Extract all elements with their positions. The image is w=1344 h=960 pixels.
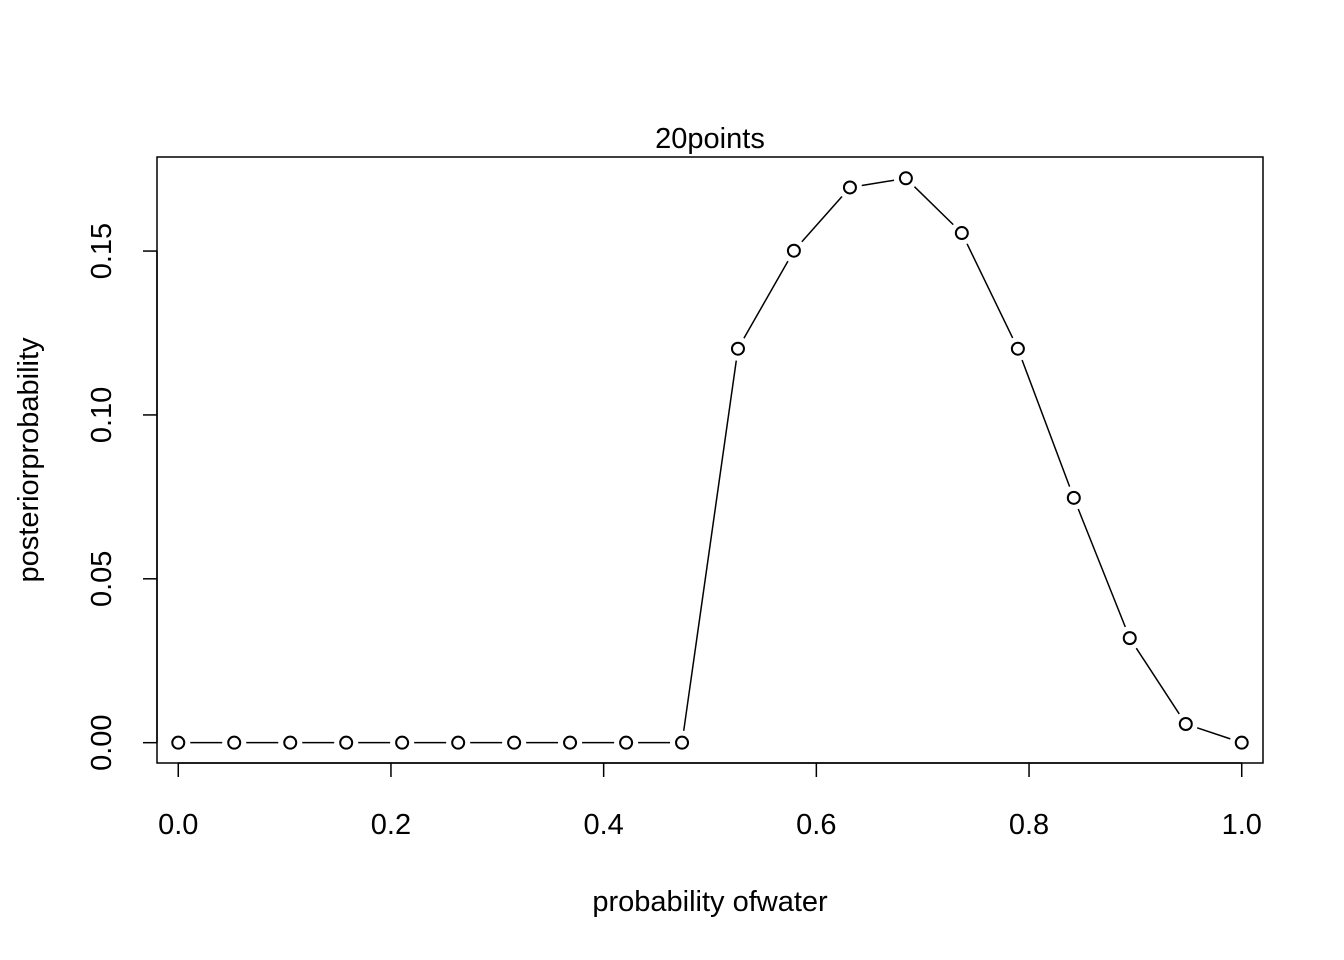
line-segment: [1196, 727, 1231, 740]
series-points: [171, 171, 1249, 750]
line-segment: [1021, 359, 1071, 487]
data-point: [1122, 631, 1137, 646]
data-point: [451, 735, 466, 750]
line-segment: [743, 260, 789, 339]
data-point: [1178, 716, 1193, 731]
line-segment: [1077, 508, 1126, 628]
data-point: [563, 735, 578, 750]
x-axis: 0.0 0.2 0.4 0.6 0.8 1.0: [158, 762, 1262, 841]
plot-frame: [156, 156, 1264, 764]
y-tick-label: 0.00: [86, 714, 118, 770]
data-point: [730, 341, 745, 356]
y-tick-label: 0.05: [86, 551, 118, 607]
x-axis-title: probability ofwater: [592, 886, 828, 918]
y-axis: 0.00 0.05 0.10 0.15: [86, 223, 158, 771]
line-segment: [1135, 647, 1180, 715]
data-point: [898, 171, 913, 186]
data-point: [786, 243, 801, 258]
y-axis-title: posteriorprobability: [13, 337, 45, 583]
x-tick-label: 0.0: [158, 809, 198, 841]
data-point: [339, 735, 354, 750]
y-tick-label: 0.10: [86, 387, 118, 443]
series-line: [190, 179, 1231, 744]
y-tick-label: 0.15: [86, 223, 118, 279]
data-point: [842, 180, 857, 195]
data-point: [171, 735, 186, 750]
x-tick-label: 0.6: [796, 809, 836, 841]
data-point: [1066, 490, 1081, 505]
data-point: [395, 735, 410, 750]
data-point: [619, 735, 634, 750]
x-tick-label: 0.4: [583, 809, 623, 841]
line-segment: [913, 186, 954, 226]
data-point: [507, 735, 522, 750]
line-segment: [682, 360, 738, 731]
x-tick-label: 1.0: [1222, 809, 1262, 841]
chart-title: 20points: [655, 123, 765, 155]
line-segment: [966, 243, 1014, 339]
line-segment: [861, 179, 895, 187]
data-point: [227, 735, 242, 750]
data-point: [675, 735, 690, 750]
x-tick-label: 0.8: [1009, 809, 1049, 841]
data-point: [283, 735, 298, 750]
line-segment: [801, 195, 843, 243]
x-tick-label: 0.2: [371, 809, 411, 841]
data-point: [954, 226, 969, 241]
data-point: [1010, 341, 1025, 356]
data-point: [1234, 735, 1249, 750]
